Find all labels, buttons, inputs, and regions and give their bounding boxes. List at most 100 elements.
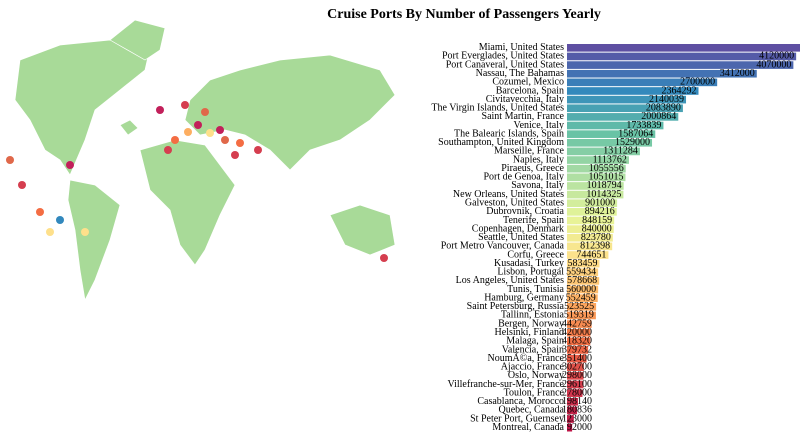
value-label: 560000: [566, 284, 596, 295]
bar: [567, 95, 687, 104]
value-label: 1529000: [615, 137, 650, 148]
value-label: 894216: [585, 206, 615, 217]
port-dot: [206, 129, 214, 137]
category-label: Kusadasi, Turkey: [494, 258, 564, 269]
port-dot: [236, 139, 244, 147]
category-label: Lisbon, Portugal: [497, 267, 564, 278]
category-label: Tallinn, Estonia: [501, 310, 565, 321]
value-label: 379732: [562, 344, 592, 355]
value-label: 1014325: [586, 189, 621, 200]
category-label: Montreal, Canada: [492, 422, 564, 433]
bar: [567, 61, 794, 69]
value-label: 418320: [562, 336, 592, 347]
value-label: 2000864: [641, 111, 676, 122]
port-dot: [194, 121, 202, 129]
category-label: Quebec, Canada: [498, 405, 564, 416]
bar: [567, 173, 626, 182]
bar: [567, 216, 615, 225]
port-dot: [231, 151, 239, 159]
category-label: Port Everglades, United States: [442, 51, 564, 62]
port-dot: [181, 101, 189, 109]
value-label: 180836: [562, 405, 592, 416]
category-label: NoumÃ©a, France: [488, 352, 565, 364]
port-dots: [6, 101, 388, 262]
bar: [567, 251, 609, 259]
value-label: 4070000: [756, 59, 791, 70]
category-label: Bergen, Norway: [498, 318, 564, 329]
bar: [567, 259, 600, 268]
category-label: Nassau, The Bahamas: [476, 68, 565, 79]
bar: [567, 285, 599, 294]
category-label: Civitavecchia, Italy: [486, 94, 564, 105]
category-label: St Peter Port, Guernsey: [470, 413, 564, 424]
bar: [567, 44, 800, 52]
category-label: Copenhagen, Denmark: [472, 223, 564, 234]
value-label: 298000: [562, 370, 592, 381]
category-label: Toulon, France: [504, 387, 565, 398]
bar: [567, 354, 587, 363]
port-dot: [201, 108, 209, 116]
bar: [567, 130, 656, 138]
category-label: Naples, Italy: [513, 154, 564, 165]
value-label: 4120000: [759, 51, 794, 62]
category-label: Seattle, United States: [478, 232, 564, 243]
port-dot: [46, 228, 54, 236]
category-label: Valencia, Spain: [502, 344, 564, 355]
bar: [567, 199, 618, 208]
port-dot: [164, 146, 172, 154]
bar: [567, 380, 584, 389]
category-label: Saint Petersburg, Russia: [467, 301, 565, 312]
value-label: 583459: [567, 258, 597, 269]
port-dot: [18, 181, 26, 189]
value-label: 578668: [567, 275, 597, 286]
port-dot: [66, 161, 74, 169]
value-label: 3412000: [720, 68, 755, 79]
value-label: 278000: [562, 387, 592, 398]
category-label: Oslo, Norway: [508, 370, 564, 381]
value-label: 848159: [582, 215, 612, 226]
value-label: 92000: [567, 422, 592, 433]
port-dot: [6, 156, 14, 164]
value-label: 2700000: [680, 77, 715, 88]
bar: [567, 346, 589, 354]
port-dot: [81, 228, 89, 236]
category-label: Casablanca, Morocco: [477, 396, 564, 407]
category-label: Galveston, United States: [465, 198, 564, 209]
category-label: Corfu, Greece: [507, 249, 564, 260]
value-label: 296100: [562, 379, 592, 390]
bar: [567, 233, 613, 242]
bar: [567, 87, 699, 95]
bar: [567, 320, 592, 328]
bar: [567, 328, 591, 337]
port-dot: [156, 106, 164, 114]
bar: [567, 113, 679, 121]
bar: [567, 164, 626, 173]
category-label: Hamburg, Germany: [484, 292, 564, 303]
value-label: 1587064: [618, 128, 653, 139]
bar: [567, 311, 596, 320]
bar: [567, 268, 599, 277]
chart-title: Cruise Ports By Number of Passengers Yea…: [327, 7, 601, 22]
bar: [567, 242, 613, 251]
value-label: 2140039: [649, 94, 684, 105]
bar: [567, 423, 573, 432]
bar: [567, 397, 579, 406]
bar: [567, 104, 683, 113]
bar: [567, 52, 797, 61]
category-label: Savona, Italy: [511, 180, 564, 191]
port-dot: [56, 216, 64, 224]
bar: [567, 138, 653, 147]
value-label: 420000: [562, 327, 592, 338]
bar: [567, 69, 757, 78]
value-label: 901000: [585, 198, 615, 209]
category-label: Barcelona, Spain: [496, 85, 564, 96]
bar: [567, 337, 591, 346]
value-label: 1018794: [587, 180, 622, 191]
category-label: Southampton, United Kingdom: [438, 137, 564, 148]
category-label: Venice, Italy: [513, 120, 564, 131]
value-label: 1733839: [626, 120, 661, 131]
bar: [567, 190, 624, 199]
category-label: The Virgin Islands, United States: [431, 103, 564, 114]
category-label: Marseille, France: [494, 146, 565, 157]
